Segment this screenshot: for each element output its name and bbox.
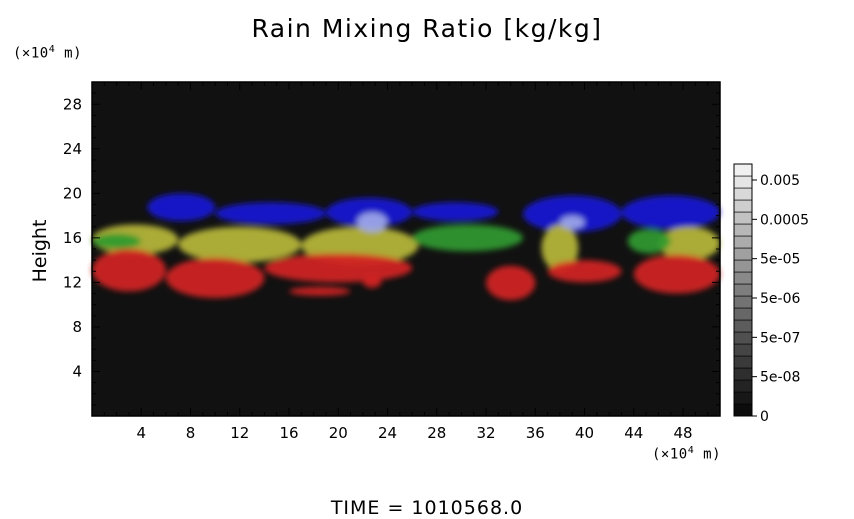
colorbar-label: 5e-07 — [760, 330, 800, 346]
colorbar-label: 0 — [760, 409, 769, 425]
field-region — [92, 248, 166, 292]
colorbar-segment — [733, 367, 753, 381]
layer-2 — [92, 224, 671, 254]
x-axis-unit: (×104 m) — [652, 445, 722, 463]
chart-title: Rain Mixing Ratio [kg/kg] — [251, 14, 603, 43]
y-axis-unit: (×104 m) — [13, 44, 83, 62]
field-region — [165, 257, 265, 298]
x-tick-label: 44 — [624, 424, 643, 442]
x-tick-label: 48 — [674, 424, 693, 442]
field-region — [264, 253, 413, 283]
field-layers — [92, 193, 721, 301]
x-tick-label: 24 — [378, 424, 397, 442]
colorbar-segment — [733, 223, 753, 237]
colorbar-frame — [733, 163, 753, 417]
field-region — [356, 212, 388, 233]
field-region — [325, 197, 413, 227]
y-tick-label: 28 — [63, 95, 82, 113]
field-region — [522, 195, 622, 233]
field-region — [92, 233, 142, 249]
field-region — [541, 224, 579, 272]
colorbar-segment — [733, 283, 753, 297]
colorbar-segment — [733, 307, 753, 321]
layer-3 — [92, 248, 720, 301]
field-region — [289, 286, 351, 296]
y-tick-label: 12 — [63, 273, 82, 291]
x-tick-label: 4 — [136, 424, 146, 442]
colorbar-segment — [733, 271, 753, 285]
x-tick-label: 40 — [575, 424, 594, 442]
colorbar-segment — [733, 355, 753, 369]
colorbar-segment — [733, 187, 753, 201]
y-tick-label: 4 — [72, 362, 82, 380]
colorbar: 0.005 0.0005 5e-05 5e-06 5e-07 5e-08 0 — [733, 163, 809, 425]
colorbar-segment — [733, 343, 753, 357]
field-region — [178, 226, 302, 263]
colorbar-label: 5e-05 — [760, 252, 800, 268]
colorbar-segment — [733, 175, 753, 189]
field-region — [215, 202, 326, 225]
x-tick-label: 12 — [230, 424, 249, 442]
colorbar-label: 5e-06 — [760, 291, 800, 307]
x-tick-label: 8 — [186, 424, 196, 442]
colorbar-segment — [733, 391, 753, 405]
field-region — [658, 226, 720, 261]
layer-0 — [147, 193, 721, 233]
field-region — [412, 202, 499, 222]
x-tick-label: 20 — [329, 424, 348, 442]
field-region — [147, 193, 216, 222]
x-tick-label: 16 — [279, 424, 298, 442]
colorbar-segment — [733, 403, 753, 417]
colorbar-segment — [733, 211, 753, 225]
y-tick-label: 16 — [63, 229, 82, 247]
colorbar-label: 5e-08 — [760, 370, 800, 386]
field-region — [633, 254, 720, 294]
field-region — [559, 215, 585, 229]
field-region — [362, 275, 382, 288]
field-region — [627, 228, 671, 254]
x-tick-label: 28 — [427, 424, 446, 442]
colorbar-segment — [733, 247, 753, 261]
field-region — [621, 195, 721, 229]
field-region — [547, 260, 622, 283]
colorbar-segment — [733, 295, 753, 309]
y-tick-label: 24 — [63, 140, 82, 158]
y-axis-label: Height — [29, 220, 51, 283]
colorbar-segment — [733, 235, 753, 249]
y-tick-label: 20 — [63, 184, 82, 202]
colorbar-label: 0.0005 — [760, 212, 809, 228]
colorbar-label: 0.005 — [760, 173, 800, 189]
y-tick-label: 8 — [72, 318, 82, 336]
x-tick-label: 32 — [476, 424, 495, 442]
colorbar-segment — [733, 163, 753, 177]
x-tick-label: 36 — [526, 424, 545, 442]
field-region — [486, 265, 536, 301]
colorbar-segment — [733, 331, 753, 345]
colorbar-segment — [733, 319, 753, 333]
colorbar-segment — [733, 259, 753, 273]
time-label: TIME = 1010568.0 — [330, 497, 524, 519]
colorbar-segment — [733, 199, 753, 213]
field-region — [412, 224, 523, 252]
colorbar-segment — [733, 379, 753, 393]
layer-4 — [356, 212, 585, 233]
